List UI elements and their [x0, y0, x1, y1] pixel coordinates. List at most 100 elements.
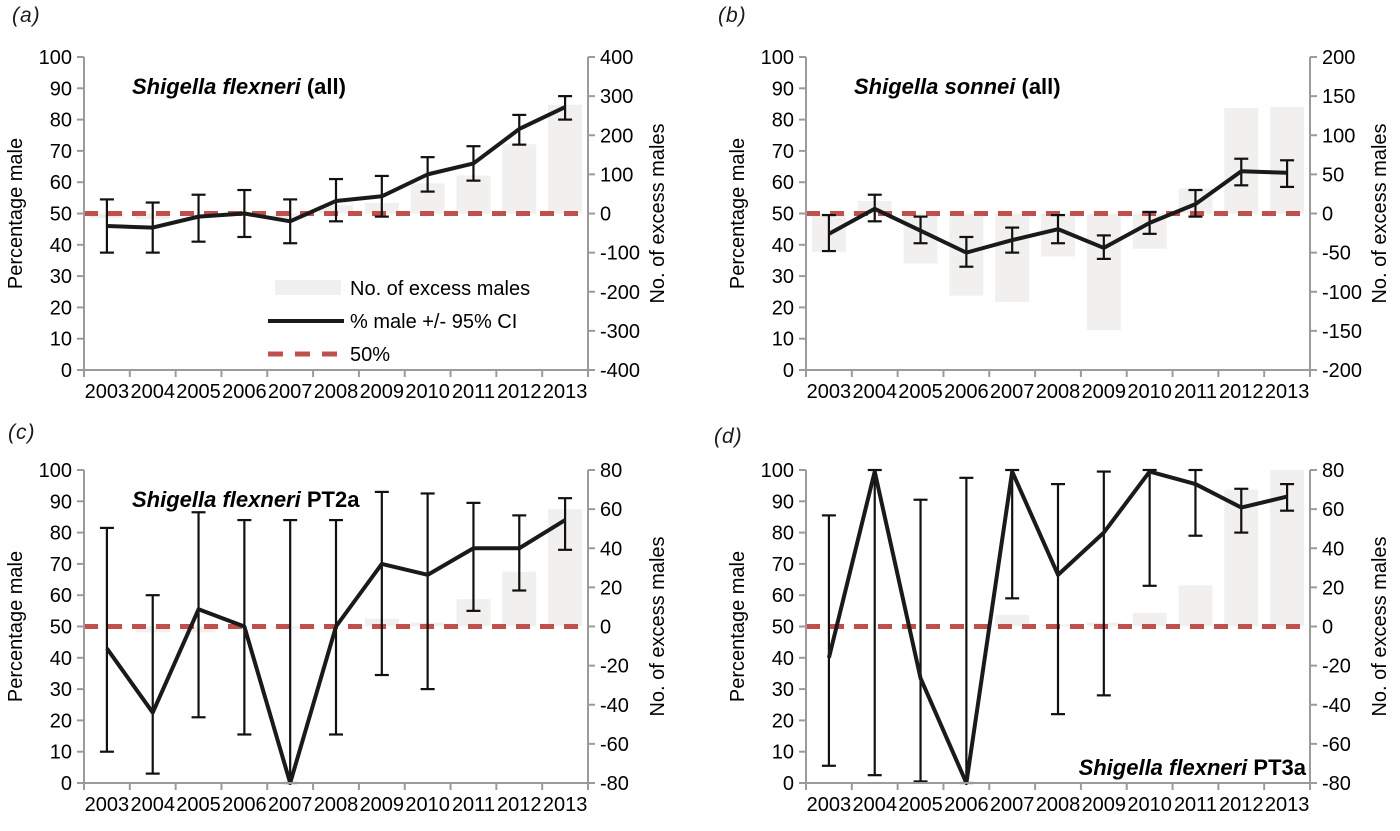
svg-text:30: 30 — [50, 266, 72, 288]
svg-text:2006: 2006 — [944, 794, 989, 816]
svg-text:2012: 2012 — [1219, 794, 1264, 816]
svg-text:0: 0 — [61, 773, 72, 795]
svg-text:Shigella flexneri PT2a: Shigella flexneri PT2a — [132, 487, 360, 512]
svg-text:-60: -60 — [1322, 734, 1351, 756]
svg-text:2003: 2003 — [85, 794, 130, 816]
svg-text:2005: 2005 — [898, 381, 943, 403]
svg-text:2010: 2010 — [405, 794, 450, 816]
svg-text:0: 0 — [61, 360, 72, 382]
svg-text:2004: 2004 — [130, 794, 175, 816]
svg-text:80: 80 — [50, 523, 72, 545]
svg-text:2009: 2009 — [1082, 794, 1127, 816]
svg-text:-400: -400 — [600, 360, 640, 382]
svg-text:50: 50 — [772, 204, 794, 226]
svg-text:2008: 2008 — [1036, 794, 1081, 816]
chart-d: 0102030405060708090100-80-60-40-20020406… — [700, 413, 1400, 826]
svg-text:50: 50 — [772, 617, 794, 639]
svg-text:20: 20 — [1322, 577, 1344, 599]
svg-text:-100: -100 — [600, 243, 640, 265]
svg-text:2011: 2011 — [452, 794, 495, 816]
svg-text:2003: 2003 — [807, 794, 852, 816]
svg-text:Percentage male: Percentage male — [5, 138, 27, 289]
svg-text:60: 60 — [1322, 499, 1344, 521]
svg-text:50: 50 — [50, 617, 72, 639]
svg-text:2007: 2007 — [990, 381, 1035, 403]
svg-text:-40: -40 — [1322, 695, 1351, 717]
svg-text:2011: 2011 — [1174, 381, 1217, 403]
svg-text:-60: -60 — [600, 734, 629, 756]
svg-text:40: 40 — [600, 538, 622, 560]
svg-text:20: 20 — [772, 710, 794, 732]
svg-text:No. of excess males: No. of excess males — [647, 123, 669, 303]
svg-text:-20: -20 — [600, 656, 629, 678]
svg-text:0: 0 — [783, 773, 794, 795]
svg-text:40: 40 — [50, 648, 72, 670]
svg-text:2004: 2004 — [852, 381, 897, 403]
panel-d-tag: (d) — [714, 425, 743, 449]
svg-text:2004: 2004 — [130, 381, 175, 403]
svg-text:10: 10 — [772, 329, 794, 351]
svg-text:2010: 2010 — [1127, 794, 1172, 816]
svg-text:2007: 2007 — [268, 794, 313, 816]
svg-text:10: 10 — [50, 742, 72, 764]
svg-text:2008: 2008 — [1036, 381, 1081, 403]
svg-text:100: 100 — [1322, 125, 1355, 147]
chart-b: 0102030405060708090100-200-150-100-50050… — [700, 0, 1400, 413]
svg-text:70: 70 — [772, 141, 794, 163]
svg-text:40: 40 — [1322, 538, 1344, 560]
svg-text:80: 80 — [772, 110, 794, 132]
svg-text:2007: 2007 — [268, 381, 313, 403]
svg-text:0: 0 — [600, 204, 611, 226]
svg-text:-40: -40 — [600, 695, 629, 717]
svg-text:40: 40 — [50, 235, 72, 257]
svg-text:80: 80 — [600, 460, 622, 482]
svg-text:2005: 2005 — [176, 794, 221, 816]
svg-text:2013: 2013 — [543, 794, 588, 816]
svg-text:Percentage male: Percentage male — [5, 551, 27, 702]
svg-text:2011: 2011 — [452, 381, 495, 403]
svg-text:2006: 2006 — [944, 381, 989, 403]
svg-text:100: 100 — [39, 460, 72, 482]
svg-text:2010: 2010 — [1127, 381, 1172, 403]
svg-text:-300: -300 — [600, 321, 640, 343]
svg-text:90: 90 — [772, 491, 794, 513]
svg-text:40: 40 — [772, 235, 794, 257]
svg-text:0: 0 — [1322, 617, 1333, 639]
svg-text:-200: -200 — [1322, 360, 1362, 382]
svg-text:2009: 2009 — [360, 381, 405, 403]
svg-text:90: 90 — [50, 491, 72, 513]
svg-text:60: 60 — [50, 585, 72, 607]
svg-text:100: 100 — [39, 47, 72, 69]
svg-text:80: 80 — [50, 110, 72, 132]
svg-text:10: 10 — [772, 742, 794, 764]
svg-text:0: 0 — [783, 360, 794, 382]
svg-text:100: 100 — [600, 164, 633, 186]
svg-text:Shigella flexneri PT3a: Shigella flexneri PT3a — [1079, 755, 1307, 780]
svg-text:2013: 2013 — [1265, 381, 1310, 403]
svg-text:30: 30 — [50, 679, 72, 701]
svg-text:20: 20 — [50, 710, 72, 732]
svg-text:-50: -50 — [1322, 243, 1351, 265]
svg-text:Percentage male: Percentage male — [727, 138, 749, 289]
svg-text:30: 30 — [772, 266, 794, 288]
svg-text:Shigella flexneri (all): Shigella flexneri (all) — [132, 74, 346, 99]
svg-text:2004: 2004 — [852, 794, 897, 816]
svg-text:No. of excess males: No. of excess males — [350, 278, 530, 300]
svg-text:Percentage male: Percentage male — [727, 551, 749, 702]
svg-text:No. of excess males: No. of excess males — [1369, 123, 1391, 303]
svg-text:2008: 2008 — [314, 381, 359, 403]
svg-text:150: 150 — [1322, 86, 1355, 108]
svg-text:300: 300 — [600, 86, 633, 108]
svg-text:2003: 2003 — [807, 381, 852, 403]
svg-text:90: 90 — [50, 78, 72, 100]
svg-text:2006: 2006 — [222, 381, 267, 403]
svg-text:100: 100 — [761, 47, 794, 69]
svg-text:-200: -200 — [600, 282, 640, 304]
svg-text:2005: 2005 — [176, 381, 221, 403]
svg-text:50%: 50% — [350, 344, 390, 366]
svg-text:2012: 2012 — [497, 794, 542, 816]
